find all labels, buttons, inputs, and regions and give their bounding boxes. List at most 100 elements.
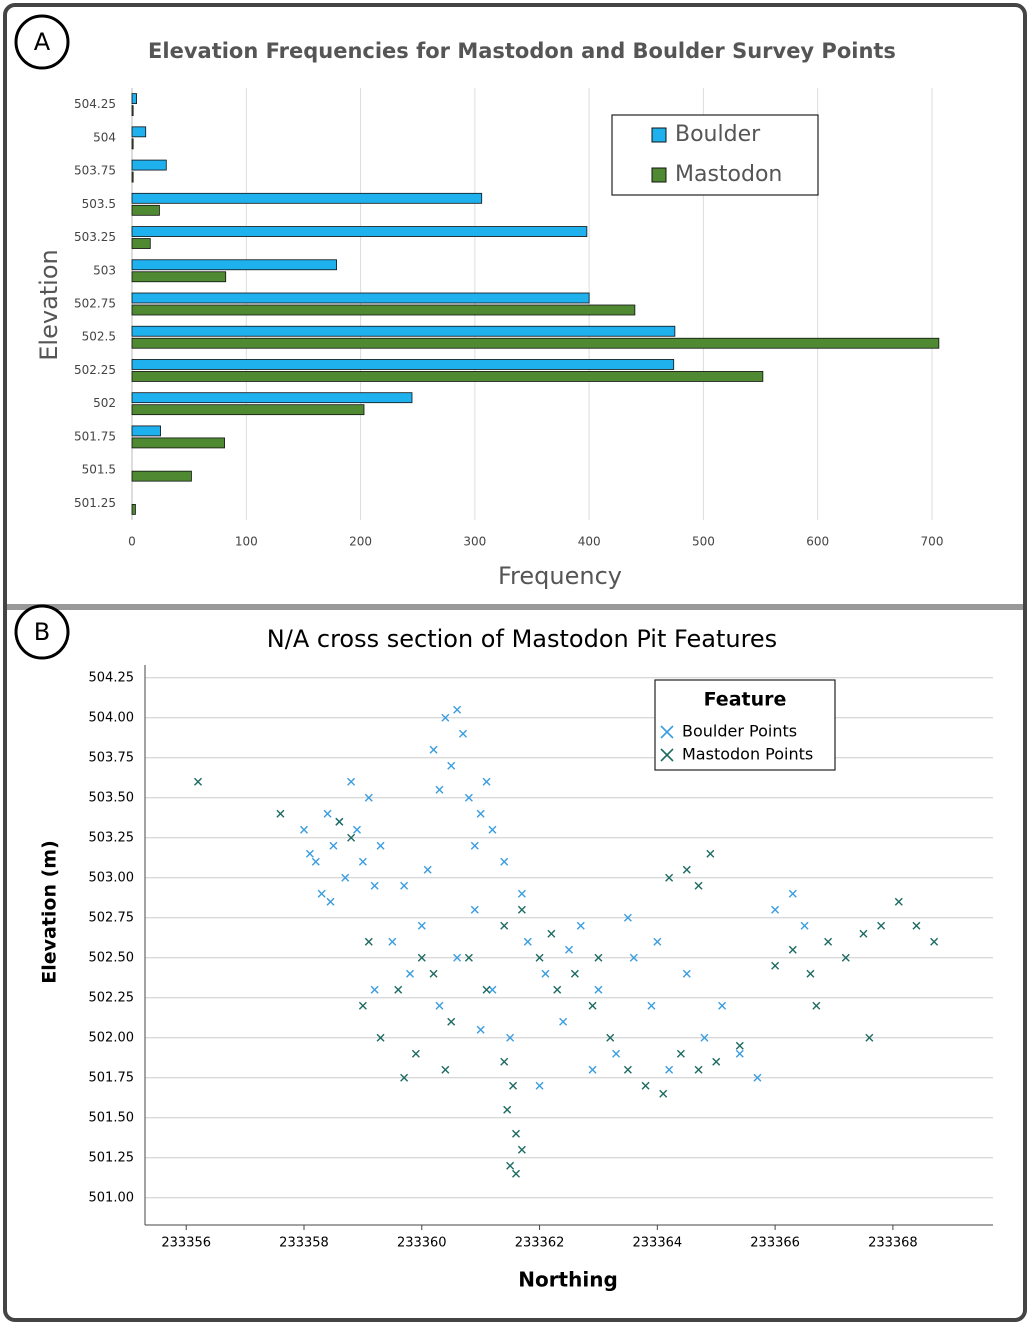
point <box>517 889 526 898</box>
point-stroke <box>311 857 320 866</box>
point-stroke <box>788 945 797 954</box>
point-stroke <box>665 873 674 882</box>
x-tick-label: 100 <box>235 535 258 549</box>
y-tick-label: 502.25 <box>74 363 116 377</box>
y-axis-label: Elevation <box>35 249 63 360</box>
bar <box>131 204 160 216</box>
point-stroke <box>376 1033 385 1042</box>
x-tick-label: 300 <box>463 535 486 549</box>
point-stroke <box>358 857 367 866</box>
point <box>588 1001 597 1010</box>
point <box>388 937 397 946</box>
point <box>565 945 573 954</box>
point-stroke <box>411 1049 420 1058</box>
x-tick-label: 0 <box>128 535 136 549</box>
point <box>503 1105 512 1114</box>
x-axis-label: Frequency <box>498 562 622 590</box>
point-stroke <box>364 793 373 802</box>
point <box>553 985 562 994</box>
x-tick-label: 200 <box>349 535 372 549</box>
point-stroke <box>388 937 397 946</box>
bar <box>131 425 161 437</box>
point-stroke <box>400 881 409 890</box>
point-stroke <box>800 921 809 930</box>
point-stroke <box>347 777 356 786</box>
point <box>411 1049 420 1058</box>
point-stroke <box>547 929 556 938</box>
point <box>500 1057 509 1066</box>
point-stroke <box>447 1017 456 1026</box>
point-stroke <box>824 937 833 946</box>
point-stroke <box>641 1081 650 1090</box>
point-stroke <box>512 1169 520 1178</box>
point <box>341 873 350 882</box>
x-tick-label: 233358 <box>279 1236 329 1251</box>
point <box>482 985 491 994</box>
point <box>653 937 662 946</box>
point-stroke <box>459 729 467 738</box>
point <box>588 1065 597 1074</box>
point <box>347 777 356 786</box>
bar <box>131 238 151 249</box>
y-tick-label: 504.00 <box>89 710 135 725</box>
y-tick-label: 502.75 <box>89 910 135 925</box>
point-stroke <box>435 785 444 794</box>
point-stroke <box>553 985 562 994</box>
point-stroke <box>594 953 603 962</box>
point-stroke <box>353 825 361 834</box>
point-stroke <box>676 1049 685 1058</box>
bar <box>131 226 588 237</box>
point-stroke <box>429 969 438 978</box>
legend-box <box>654 679 836 771</box>
point <box>364 793 373 802</box>
bar <box>131 159 167 171</box>
point <box>464 953 473 962</box>
point <box>459 729 467 738</box>
point-stroke <box>406 969 414 978</box>
point-stroke <box>894 897 903 906</box>
point-stroke <box>771 905 780 914</box>
point-stroke <box>660 725 674 739</box>
point-stroke <box>464 953 473 962</box>
point-stroke <box>865 1033 874 1042</box>
bar <box>131 304 636 316</box>
point <box>623 1065 632 1074</box>
point-stroke <box>659 1089 668 1098</box>
bar <box>131 404 365 416</box>
point-stroke <box>788 889 797 898</box>
point <box>576 921 585 930</box>
point-stroke <box>370 881 379 890</box>
point <box>441 713 450 722</box>
point-stroke <box>482 985 491 994</box>
bar <box>131 337 940 349</box>
point-stroke <box>753 1073 762 1082</box>
point-stroke <box>535 1081 544 1090</box>
point-stroke <box>364 937 373 946</box>
point <box>735 1041 744 1050</box>
point-stroke <box>335 817 344 826</box>
point <box>912 921 921 930</box>
panel-badge <box>14 14 70 70</box>
point-stroke <box>470 841 479 850</box>
point <box>305 849 314 858</box>
point <box>470 841 479 850</box>
point <box>276 809 285 818</box>
point-stroke <box>912 921 921 930</box>
legend-label: Mastodon Points <box>682 745 813 764</box>
point <box>423 865 432 874</box>
point-stroke <box>812 1001 821 1010</box>
point-stroke <box>629 953 638 962</box>
legend-label: Boulder Points <box>682 722 797 741</box>
point <box>364 937 373 946</box>
point-stroke <box>517 889 526 898</box>
panel-label: B <box>34 618 50 646</box>
point-stroke <box>517 905 526 914</box>
point-stroke <box>712 1057 721 1066</box>
bar <box>131 371 764 382</box>
point <box>441 1065 450 1074</box>
y-tick-label: 504.25 <box>89 670 135 685</box>
point <box>329 841 338 850</box>
point-stroke <box>735 1049 744 1058</box>
point <box>370 881 379 890</box>
point <box>435 785 444 794</box>
